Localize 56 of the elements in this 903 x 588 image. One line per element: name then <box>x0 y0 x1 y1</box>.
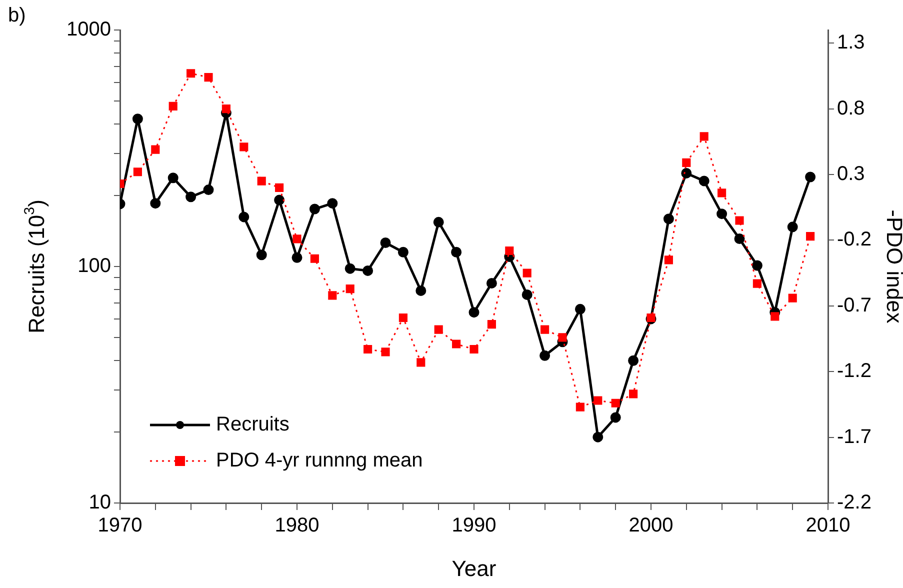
point <box>150 198 161 209</box>
y2-tick-label: 0.3 <box>837 163 865 186</box>
y2-tick-label: -0.7 <box>837 294 872 316</box>
point <box>716 208 728 220</box>
point <box>592 432 604 442</box>
point <box>362 265 374 276</box>
point <box>416 285 426 296</box>
point <box>203 184 214 196</box>
point <box>256 250 267 260</box>
point <box>168 172 178 184</box>
text: b) <box>8 4 26 27</box>
legend-label: PDO 4-yr runnng mean <box>216 450 423 472</box>
point <box>451 246 462 258</box>
point <box>628 355 639 366</box>
y-tick-label: 10 <box>88 492 111 514</box>
point <box>292 252 302 263</box>
point <box>186 192 196 202</box>
x-axis-title: Year <box>452 556 496 582</box>
y2-tick-label: -1.7 <box>837 426 872 448</box>
point <box>132 114 143 124</box>
legend-label: Recruits <box>216 414 290 436</box>
y-tick-label: 1000 <box>66 18 111 41</box>
point <box>752 260 762 271</box>
point <box>522 289 532 300</box>
point <box>805 172 816 182</box>
point <box>610 412 621 423</box>
point <box>540 350 550 361</box>
point <box>663 214 674 224</box>
point <box>344 263 356 274</box>
x-tick-label: 2010 <box>806 514 850 537</box>
y-tick-label: 100 <box>78 255 111 278</box>
point <box>327 198 338 209</box>
point <box>698 176 710 186</box>
y2-tick-label: 0.8 <box>837 97 865 120</box>
point <box>274 194 285 206</box>
point <box>468 307 480 318</box>
point <box>380 238 391 248</box>
y2-tick-label: 1.3 <box>837 32 865 54</box>
point <box>309 204 320 214</box>
point <box>433 216 444 228</box>
point <box>238 212 250 222</box>
x-tick-label: 2000 <box>628 514 674 537</box>
x-tick-label: 1990 <box>452 514 496 537</box>
point <box>574 304 586 314</box>
y2-tick-label: -2.2 <box>837 492 872 514</box>
y2-tick-label: -1.2 <box>837 360 872 382</box>
point <box>486 278 497 288</box>
y2-axis-title: -PDO index <box>882 210 903 324</box>
point <box>398 246 408 258</box>
x-tick-label: 1970 <box>98 514 142 537</box>
y-axis-title: Recruits (103) <box>22 200 50 334</box>
point <box>787 222 798 232</box>
y2-tick-label: -0.2 <box>837 228 872 251</box>
point <box>734 234 745 244</box>
point <box>681 168 692 178</box>
x-tick-label: 1980 <box>274 514 320 537</box>
